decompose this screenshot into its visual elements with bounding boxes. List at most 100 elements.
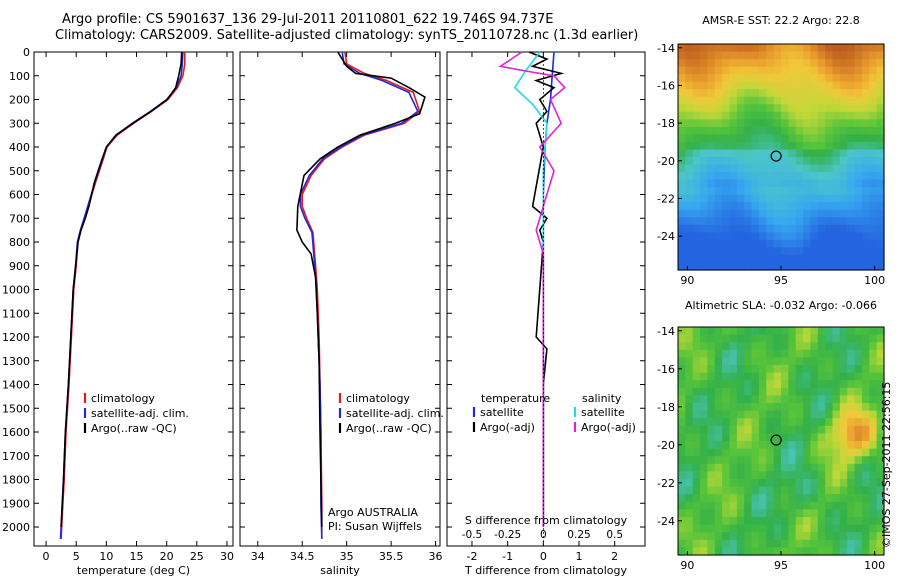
heatmap-cell: [714, 494, 723, 503]
heatmap-cell: [700, 486, 709, 495]
heatmap-cell: [861, 327, 870, 336]
heatmap-cell: [744, 111, 753, 120]
heatmap-cell: [803, 104, 812, 113]
heatmap-cell: [825, 334, 834, 343]
heatmap-cell: [854, 209, 863, 218]
heatmap-cell: [839, 134, 848, 143]
heatmap-cell: [817, 81, 826, 90]
heatmap-cell: [773, 187, 782, 196]
heatmap-cell: [758, 59, 767, 68]
heatmap-cell: [700, 494, 709, 503]
heatmap-cell: [803, 486, 812, 495]
heatmap-cell: [700, 403, 709, 412]
heatmap-cell: [685, 74, 694, 83]
heatmap-cell: [766, 179, 775, 188]
heatmap-cell: [788, 334, 797, 343]
heatmap-cell: [751, 104, 760, 113]
heatmap-cell: [758, 141, 767, 151]
heatmap-cell: [773, 239, 782, 248]
heatmap-cell: [810, 463, 819, 472]
heatmap-cell: [876, 59, 885, 68]
heatmap-cell: [729, 403, 738, 412]
heatmap-cell: [832, 111, 841, 120]
heatmap-cell: [803, 232, 812, 241]
heatmap-cell: [832, 134, 841, 143]
heatmap-cell: [751, 539, 760, 548]
heatmap-cell: [876, 172, 885, 181]
heatmap-cell: [781, 74, 789, 83]
heatmap-cell: [876, 410, 885, 419]
heatmap-cell: [817, 232, 826, 241]
heatmap-cell: [692, 509, 701, 518]
heatmap-cell: [685, 44, 694, 53]
heatmap-cell: [692, 425, 701, 434]
heatmap-cell: [700, 349, 709, 358]
heatmap-cell: [729, 471, 738, 480]
heatmap-cell: [810, 539, 819, 548]
heatmap-cell: [707, 327, 716, 336]
heatmap-cell: [810, 126, 819, 135]
heatmap-cell: [869, 456, 878, 465]
heatmap-cell: [707, 410, 716, 419]
heatmap-cell: [751, 509, 760, 518]
heatmap-cell: [766, 334, 775, 343]
heatmap-cell: [773, 327, 782, 336]
heatmap-cell: [781, 410, 789, 419]
heatmap-cell: [758, 44, 767, 53]
heatmap-cell: [729, 479, 738, 488]
heatmap-cell: [832, 410, 841, 419]
heatmap-cell: [869, 395, 878, 404]
heatmap-cell: [861, 157, 870, 166]
heatmap-cell: [817, 126, 826, 135]
heatmap-cell: [817, 111, 826, 120]
heatmap-cell: [678, 262, 686, 271]
heatmap-cell: [722, 217, 731, 226]
y-tick-label: 1100: [2, 307, 30, 320]
heatmap-cell: [722, 441, 731, 450]
heatmap-cell: [869, 44, 878, 53]
heatmap-cell: [685, 433, 694, 442]
heatmap-cell: [773, 471, 782, 480]
heatmap-cell: [795, 59, 804, 68]
heatmap-cell: [729, 349, 738, 358]
heatmap-cell: [825, 149, 834, 158]
heatmap-cell: [773, 372, 782, 381]
heatmap-cell: [685, 334, 694, 343]
heatmap-cell: [839, 547, 848, 556]
heatmap-cell: [795, 111, 804, 120]
heatmap-cell: [736, 463, 745, 472]
heatmap-cell: [803, 202, 812, 211]
heatmap-cell: [817, 59, 826, 68]
heatmap-cell: [707, 509, 716, 518]
heatmap-cell: [869, 365, 878, 374]
heatmap-cell: [817, 501, 826, 510]
heatmap-cell: [758, 96, 767, 105]
heatmap-cell: [839, 463, 848, 472]
heatmap-cell: [707, 387, 716, 396]
heatmap-cell: [781, 232, 789, 241]
heatmap-cell: [861, 349, 870, 358]
heatmap-cell: [795, 334, 804, 343]
heatmap-cell: [773, 202, 782, 211]
heatmap-cell: [861, 81, 870, 90]
heatmap-cell: [854, 149, 863, 158]
heatmap-cell: [803, 172, 812, 181]
map-y-tick-label: -14: [657, 325, 675, 338]
heatmap-cell: [781, 51, 789, 60]
heatmap-cell: [692, 456, 701, 465]
heatmap-cell: [766, 74, 775, 83]
heatmap-cell: [692, 96, 701, 105]
heatmap-cell: [876, 380, 885, 389]
heatmap-cell: [781, 104, 789, 113]
heatmap-cell: [700, 149, 709, 158]
heatmap-cell: [788, 456, 797, 465]
heatmap-cell: [825, 349, 834, 358]
heatmap-cell: [861, 96, 870, 105]
heatmap-cell: [781, 187, 789, 196]
heatmap-cell: [685, 232, 694, 241]
heatmap-cell: [714, 334, 723, 343]
heatmap-cell: [788, 425, 797, 434]
heatmap-cell: [678, 104, 686, 113]
heatmap-cell: [839, 403, 848, 412]
heatmap-cell: [736, 141, 745, 151]
